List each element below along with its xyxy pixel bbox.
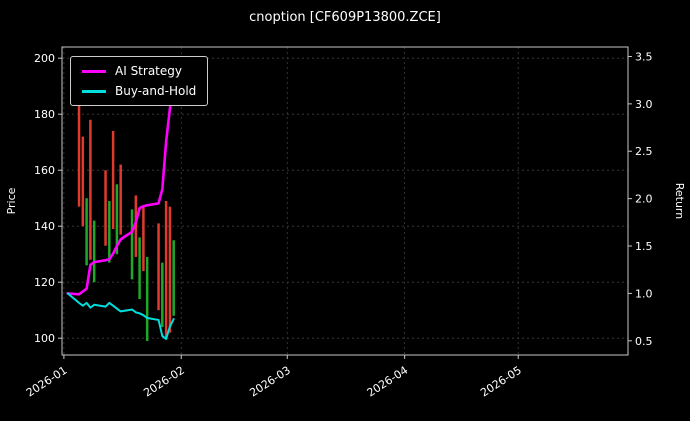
legend-label-buy-and-hold: Buy-and-Hold (115, 84, 197, 98)
right-axis-label: Return (673, 183, 686, 220)
legend-label-ai-strategy: AI Strategy (115, 64, 182, 78)
legend: AI Strategy Buy-and-Hold (70, 56, 209, 106)
legend-item-buy-and-hold: Buy-and-Hold (82, 85, 196, 97)
right-tick-label: 3.5 (635, 50, 653, 63)
legend-swatch-buy-and-hold (82, 89, 106, 93)
chart-title: cnoption [CF609P13800.ZCE] (249, 10, 441, 25)
legend-item-ai-strategy: AI Strategy (82, 65, 196, 77)
right-tick-label: 3.0 (635, 98, 653, 111)
left-tick-label: 200 (34, 52, 55, 65)
x-tick-label: 2026-05 (478, 364, 524, 400)
right-tick-label: 2.0 (635, 193, 653, 206)
right-tick-label: 1.0 (635, 287, 653, 300)
x-tick-label: 2026-02 (141, 364, 187, 400)
legend-swatch-ai-strategy (82, 69, 106, 73)
left-tick-label: 160 (34, 164, 55, 177)
x-tick-label: 2026-03 (247, 364, 293, 400)
plot-border (61, 46, 629, 356)
left-tick-label: 180 (34, 108, 55, 121)
left-tick-label: 120 (34, 276, 55, 289)
left-tick-label: 140 (34, 220, 55, 233)
left-tick-label: 100 (34, 332, 55, 345)
x-tick-label: 2026-01 (24, 364, 70, 400)
right-tick-label: 1.5 (635, 240, 653, 253)
x-tick-label: 2026-04 (365, 364, 411, 400)
series-line-ai-strategy (66, 71, 175, 296)
right-tick-label: 0.5 (635, 335, 653, 348)
right-tick-label: 2.5 (635, 145, 653, 158)
series-line-buy-and-hold (66, 292, 175, 340)
left-axis-label: Price (5, 187, 18, 214)
